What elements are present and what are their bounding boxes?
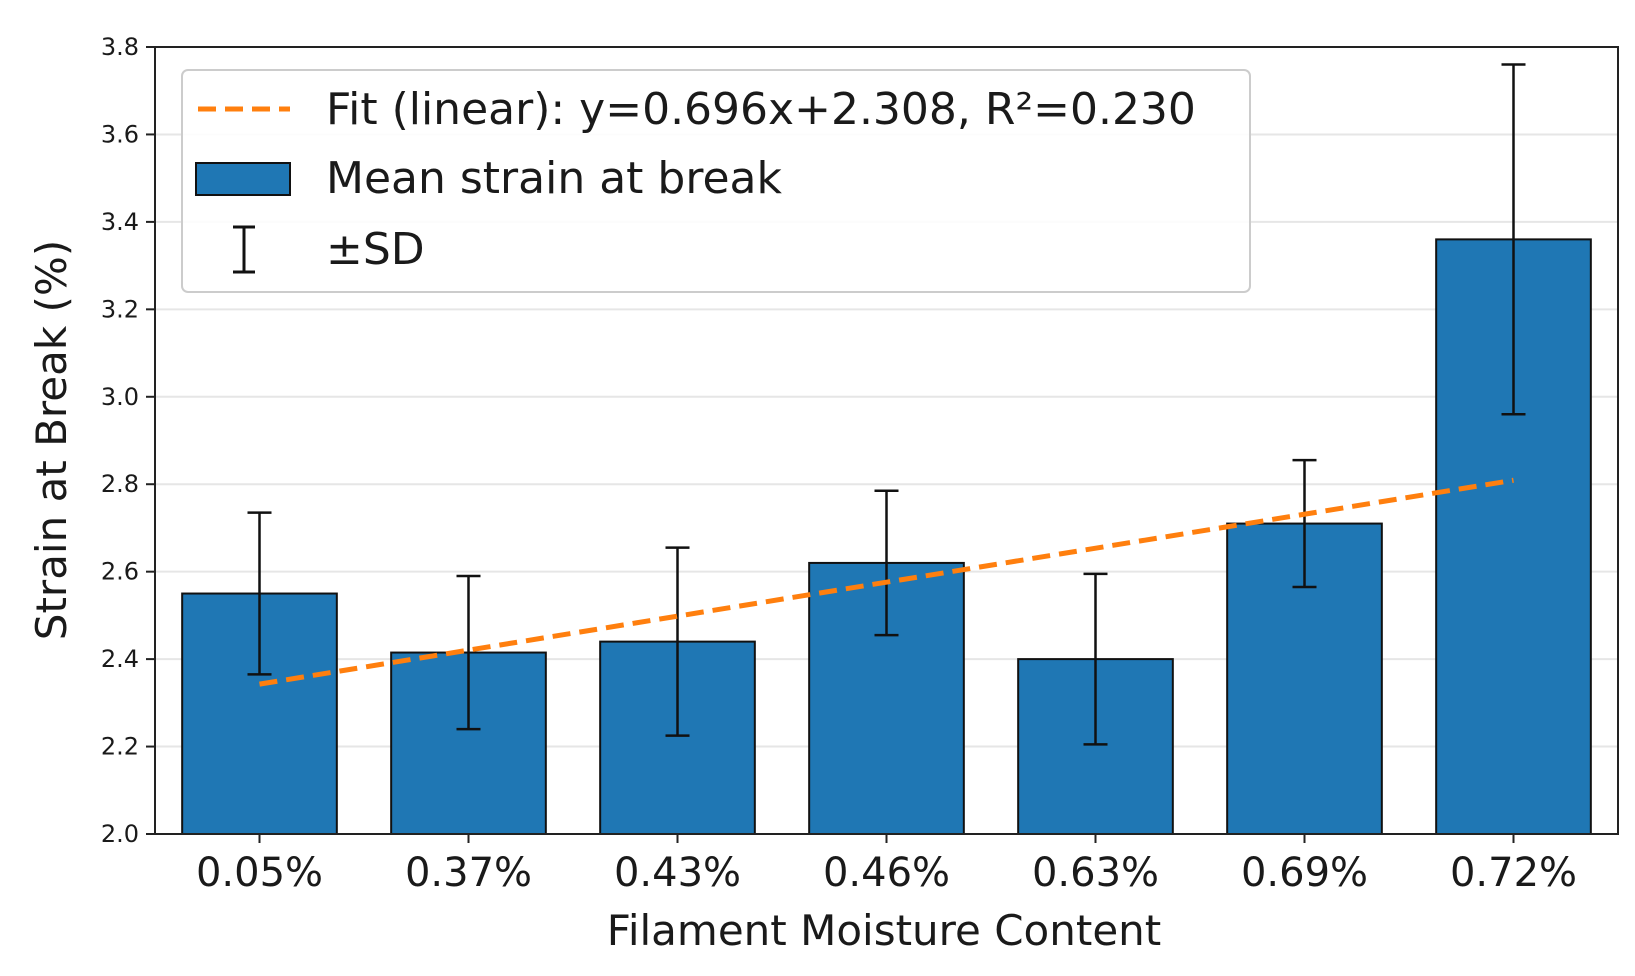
y-tick-label: 3.6 xyxy=(101,120,139,148)
legend-bar-label: Mean strain at break xyxy=(326,153,782,204)
y-tick-label: 3.2 xyxy=(101,295,139,323)
x-tick-label: 0.63% xyxy=(1032,850,1159,896)
x-tick-label: 0.43% xyxy=(614,850,741,896)
x-tick-label: 0.72% xyxy=(1450,850,1577,896)
fit-line xyxy=(259,477,1514,687)
y-axis: 2.0 2.2 2.4 2.6 2.8 3.0 3.2 3.4 3.6 3.8 xyxy=(101,33,155,848)
x-axis: 0.05% 0.37% 0.43% 0.46% 0.63% 0.69% 0.72% xyxy=(196,834,1577,896)
x-tick-label: 0.69% xyxy=(1241,850,1368,896)
fit-line-path xyxy=(259,477,1514,687)
x-tick-label: 0.46% xyxy=(823,850,950,896)
y-tick-label: 3.8 xyxy=(101,33,139,61)
legend: Fit (linear): y=0.696x+2.308, R²=0.230 M… xyxy=(181,69,1251,293)
y-tick-label: 2.4 xyxy=(101,645,139,673)
x-axis-label: Filament Moisture Content xyxy=(607,906,1162,955)
y-tick-label: 2.6 xyxy=(101,558,139,586)
legend-box xyxy=(181,69,1251,293)
y-tick-label: 2.0 xyxy=(101,820,139,848)
legend-bar-swatch xyxy=(195,162,291,196)
legend-fit-label: Fit (linear): y=0.696x+2.308, R²=0.230 xyxy=(326,84,1196,135)
x-tick-label: 0.37% xyxy=(405,850,532,896)
y-tick-label: 3.4 xyxy=(101,208,139,236)
y-tick-label: 2.2 xyxy=(101,733,139,761)
y-axis-label: Strain at Break (%) xyxy=(27,240,76,640)
error-bars xyxy=(247,63,1526,746)
y-tick-label: 3.0 xyxy=(101,383,139,411)
x-tick-label: 0.05% xyxy=(196,850,323,896)
legend-errorbar-label: ±SD xyxy=(326,224,425,275)
y-tick-label: 2.8 xyxy=(101,470,139,498)
legend-errorbar-swatch xyxy=(233,225,255,274)
